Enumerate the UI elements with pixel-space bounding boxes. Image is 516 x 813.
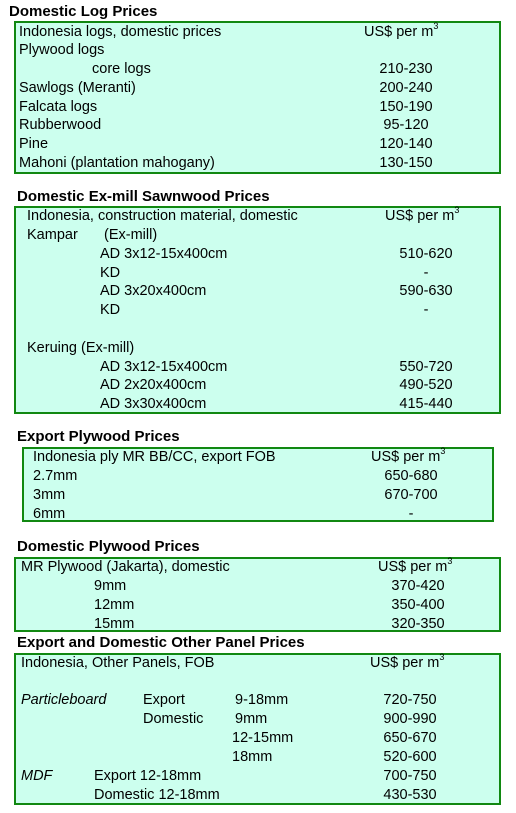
row-value: 900-990 — [383, 711, 437, 727]
section-title-export-ply: Export Plywood Prices — [17, 428, 180, 445]
table-dom-ply — [14, 557, 501, 632]
section-title-log: Domestic Log Prices — [9, 3, 158, 20]
row-value: 320-350 — [391, 616, 445, 632]
row-value: 490-520 — [399, 377, 453, 393]
row-label: 6mm — [33, 506, 66, 522]
row-value: 130-150 — [379, 155, 433, 171]
row-label: Rubberwood — [19, 117, 102, 133]
row-value: 700-750 — [383, 768, 437, 784]
row-label: core logs — [92, 61, 151, 77]
row-value: 150-190 — [379, 99, 433, 115]
row-value: 650-680 — [384, 468, 438, 484]
row-value: 670-700 — [384, 487, 438, 503]
kampar-sub: (Ex-mill) — [104, 227, 158, 243]
section-title-sawn: Domestic Ex-mill Sawnwood Prices — [17, 188, 270, 205]
header-label: Indonesia logs, domestic prices — [19, 24, 222, 40]
unit-label: US$ per m3 — [378, 556, 453, 575]
row-label: AD 3x12-15x400cm — [100, 246, 228, 262]
keruing-label: Keruing (Ex-mill) — [27, 340, 135, 356]
section-title-dom-ply: Domestic Plywood Prices — [17, 538, 200, 555]
row-value: 95-120 — [383, 117, 429, 133]
row-label: Domestic 12-18mm — [94, 787, 220, 803]
row-value: 590-630 — [399, 283, 453, 299]
row-value: - — [408, 506, 414, 522]
row-label: 3mm — [33, 487, 66, 503]
section-title-panel: Export and Domestic Other Panel Prices — [17, 634, 305, 651]
row-value: 650-670 — [383, 730, 437, 746]
row-size: 18mm — [232, 749, 273, 765]
domestic-label: Domestic — [143, 711, 204, 727]
row-value: 210-230 — [379, 61, 433, 77]
header-label: Indonesia ply MR BB/CC, export FOB — [33, 449, 276, 465]
particleboard-label: Particleboard — [21, 692, 107, 708]
row-size: 9-18mm — [235, 692, 289, 708]
row-value: 350-400 — [391, 597, 445, 613]
row-label: 12mm — [94, 597, 135, 613]
header-label: Indonesia, construction material, domest… — [27, 208, 298, 224]
row-value: 510-620 — [399, 246, 453, 262]
row-label: 15mm — [94, 616, 135, 632]
row-value: - — [423, 265, 429, 281]
row-value: 200-240 — [379, 80, 433, 96]
row-value: 415-440 — [399, 396, 453, 412]
row-label: KD — [100, 265, 121, 281]
table-log — [14, 21, 501, 174]
export-label: Export — [143, 692, 185, 708]
row-value: - — [423, 302, 429, 318]
table-panel — [14, 653, 501, 805]
row-label: AD 2x20x400cm — [100, 377, 207, 393]
row-label: AD 3x12-15x400cm — [100, 359, 228, 375]
unit-label: US$ per m3 — [370, 652, 445, 671]
table-export-ply — [22, 447, 494, 522]
header-label: Indonesia, Other Panels, FOB — [21, 655, 215, 671]
row-label: Falcata logs — [19, 99, 98, 115]
row-label: Mahoni (plantation mahogany) — [19, 155, 215, 171]
row-label: AD 3x30x400cm — [100, 396, 207, 412]
mdf-label: MDF — [21, 768, 53, 784]
table-sawn — [14, 206, 501, 414]
row-label: Export 12-18mm — [94, 768, 202, 784]
row-label: KD — [100, 302, 121, 318]
unit-label: US$ per m3 — [364, 21, 439, 40]
row-value: 370-420 — [391, 578, 445, 594]
unit-label: US$ per m3 — [371, 446, 446, 465]
row-label: Sawlogs (Meranti) — [19, 80, 136, 96]
row-label: 2.7mm — [33, 468, 78, 484]
row-size: 12-15mm — [232, 730, 294, 746]
row-value: 720-750 — [383, 692, 437, 708]
unit-label: US$ per m3 — [385, 205, 460, 224]
row-value: 520-600 — [383, 749, 437, 765]
row-value: 430-530 — [383, 787, 437, 803]
header-label: MR Plywood (Jakarta), domestic — [21, 559, 230, 575]
row-label: Plywood logs — [19, 42, 105, 58]
row-value: 550-720 — [399, 359, 453, 375]
row-value: 120-140 — [379, 136, 433, 152]
row-label: Pine — [19, 136, 49, 152]
kampar-label: Kampar — [27, 227, 78, 243]
row-label: AD 3x20x400cm — [100, 283, 207, 299]
row-label: 9mm — [94, 578, 127, 594]
row-size: 9mm — [235, 711, 268, 727]
